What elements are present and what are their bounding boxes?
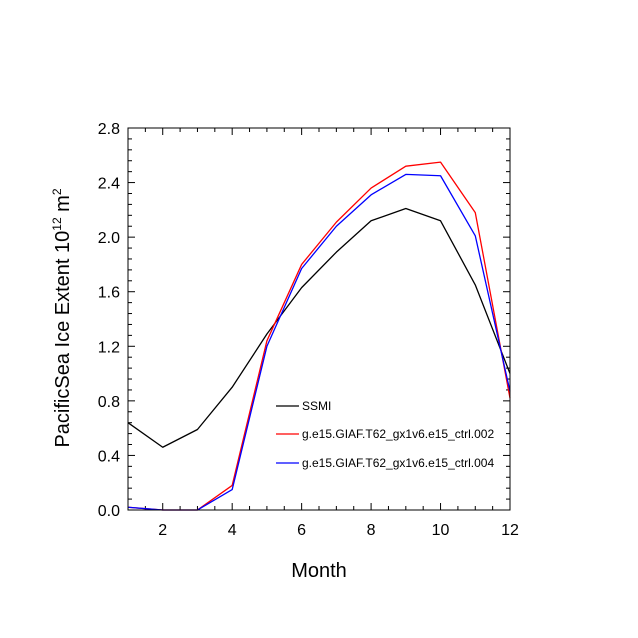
x-tick-label: 10 [432, 522, 450, 539]
x-tick-label: 6 [297, 522, 306, 539]
series-line [127, 207, 511, 448]
x-axis-title: Month [291, 560, 347, 582]
x-tick-label: 8 [367, 522, 376, 539]
y-tick-labels: 0.0 0.4 0.8 1.2 1.6 2.0 2.4 2.8 [98, 121, 120, 520]
x-tick-label: 4 [228, 522, 237, 539]
y-tick-label: 0.8 [98, 394, 120, 411]
y-tick-label: 2.8 [98, 121, 120, 138]
plot-frame [127, 127, 511, 511]
y-tick-label: 2.4 [98, 176, 120, 193]
legend-label: g.e15.GIAF.T62_gx1v6.e15_ctrl.004 [302, 456, 494, 470]
x-tick-label: 2 [158, 522, 167, 539]
legend: SSMI g.e15.GIAF.T62_gx1v6.e15_ctrl.002 g.e… [276, 399, 494, 470]
minor-ticks [127, 128, 510, 510]
x-tick-label: 12 [501, 522, 519, 539]
legend-label: g.e15.GIAF.T62_gx1v6.e15_ctrl.002 [302, 427, 494, 441]
major-ticks [128, 127, 511, 511]
y-tick-label: 0.4 [98, 448, 120, 465]
y-tick-label: 1.2 [98, 339, 120, 356]
y-tick-label: 0.0 [98, 503, 120, 520]
y-axis-title: PacificSea Ice Extent 1012 m2 [50, 188, 74, 447]
y-tick-label: 2.0 [98, 230, 120, 247]
legend-label: SSMI [302, 399, 331, 413]
y-tick-label: 1.6 [98, 285, 120, 302]
x-tick-labels: 2 4 6 8 10 12 [158, 522, 519, 539]
